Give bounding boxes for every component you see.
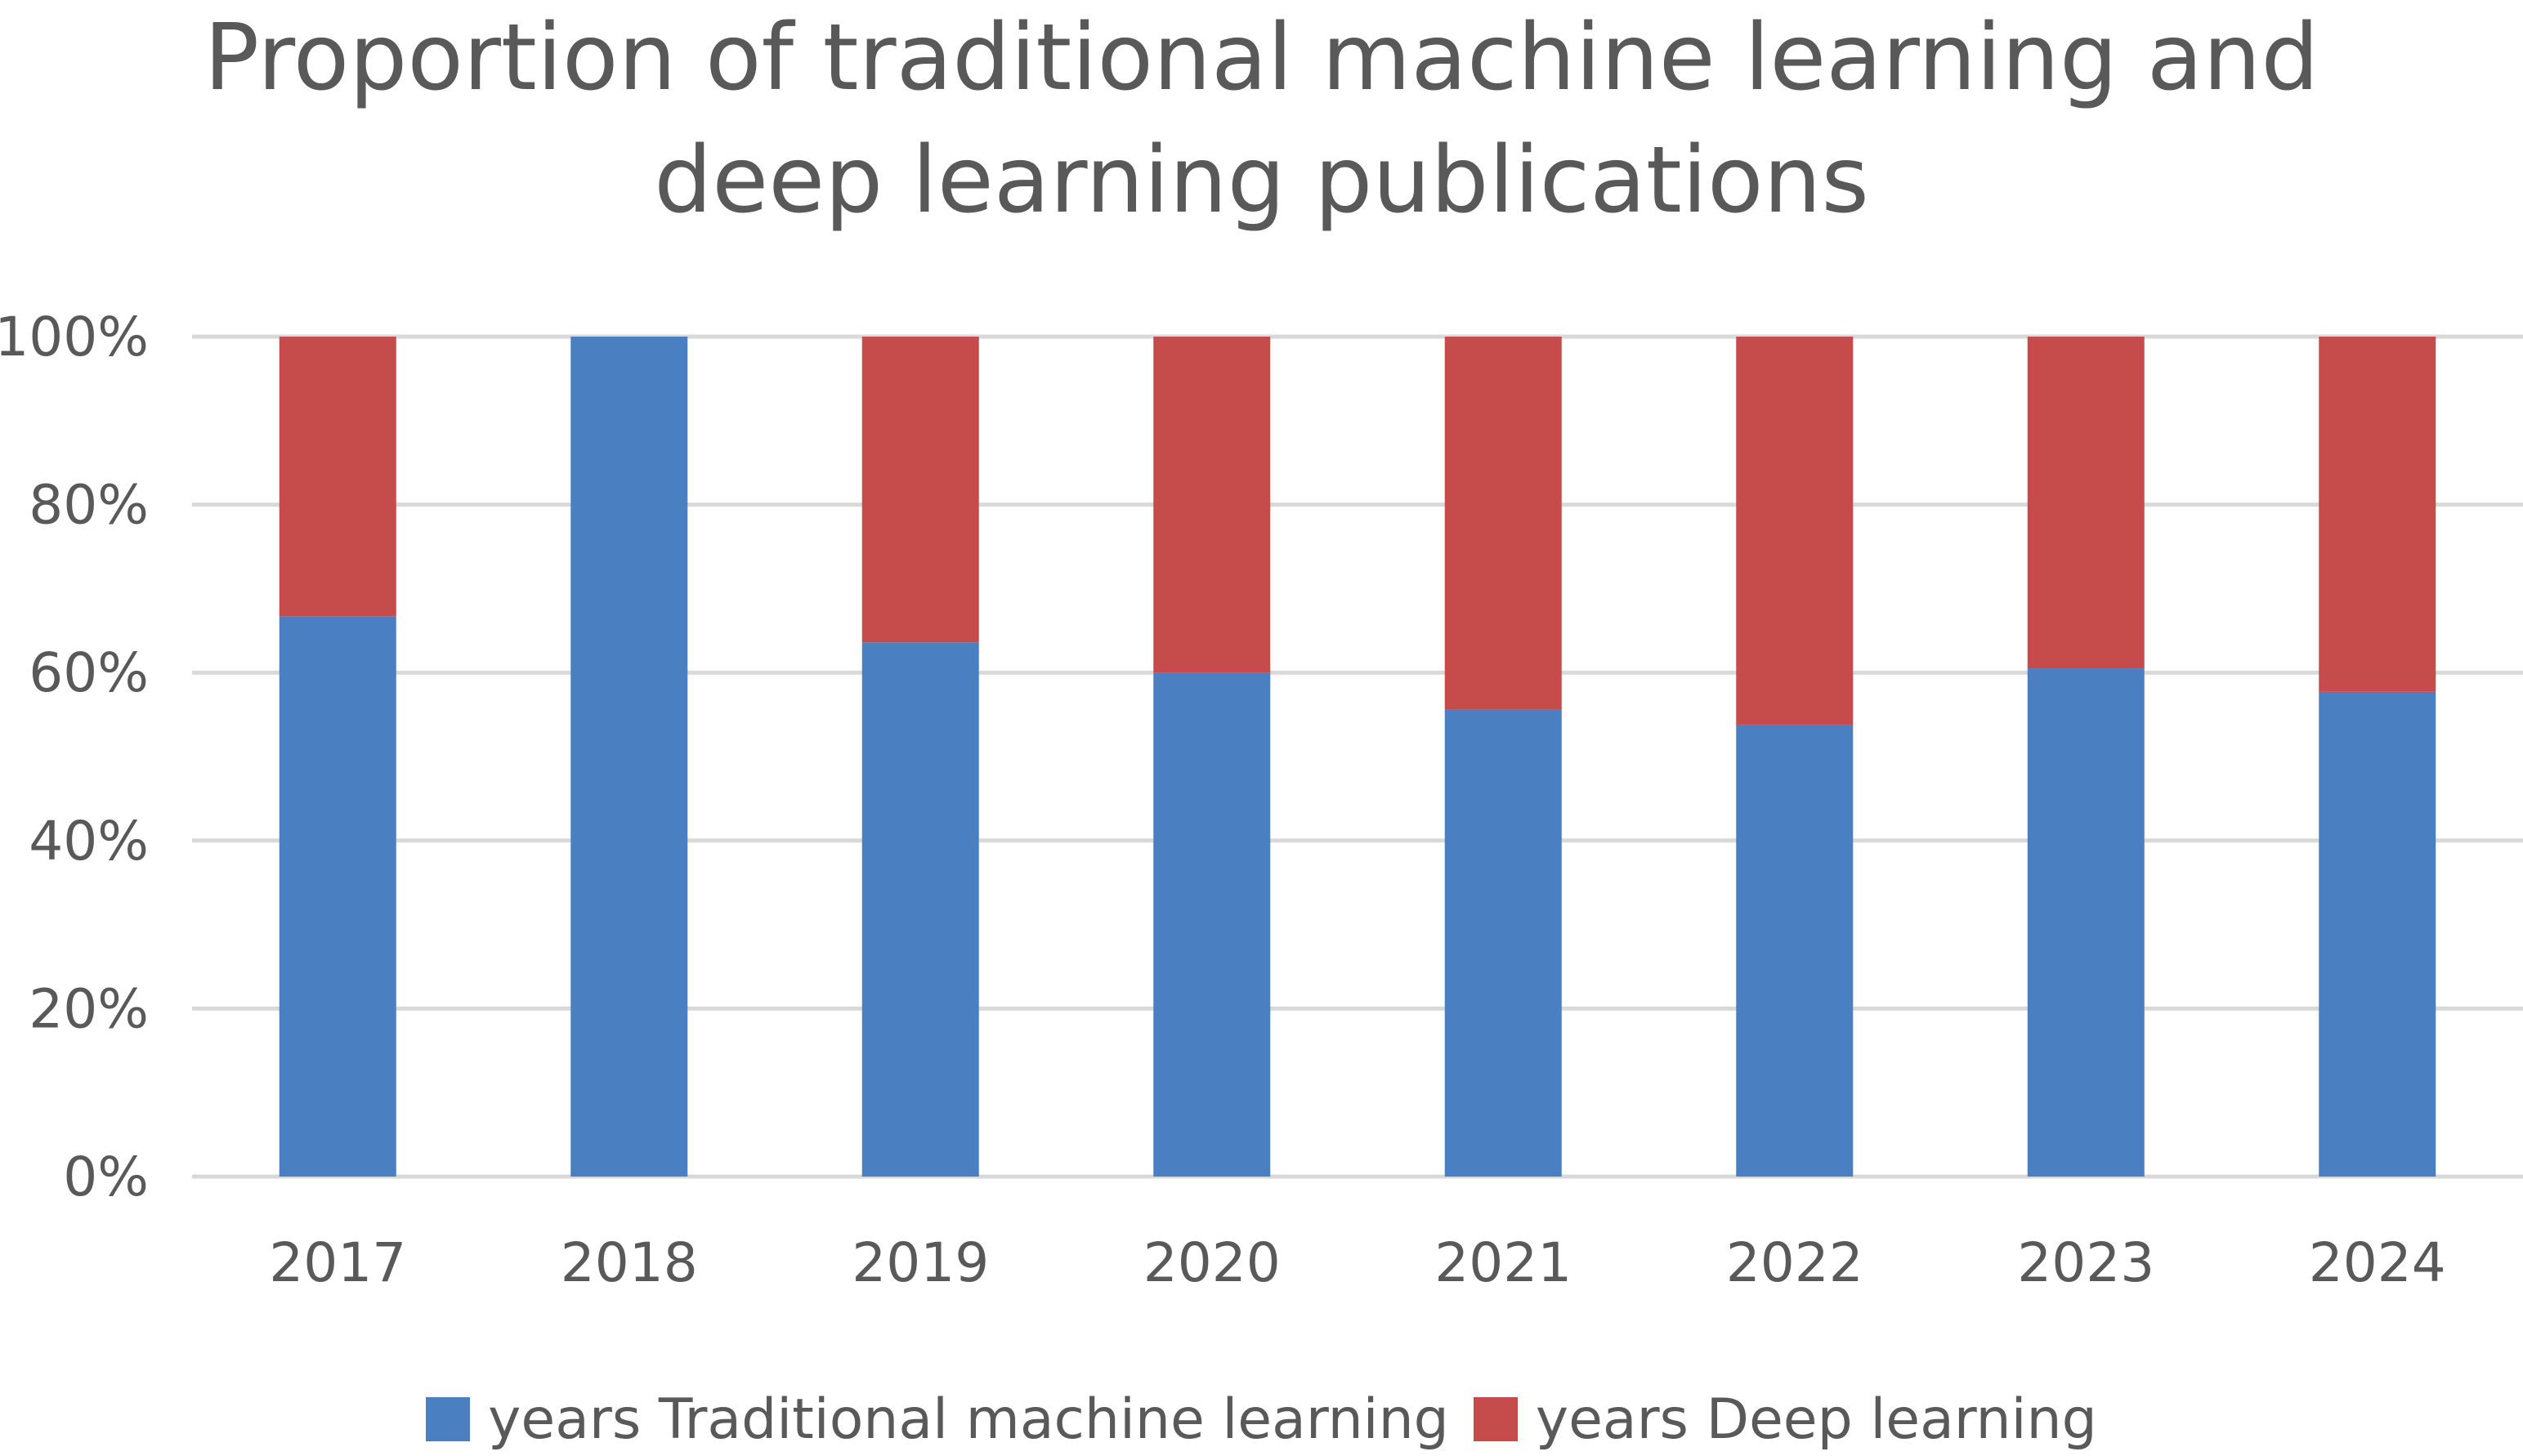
chart-title-line-2: deep learning publications xyxy=(654,127,1869,234)
x-tick-label: 2024 xyxy=(2309,1231,2446,1294)
chart-title-line-1: Proportion of traditional machine learni… xyxy=(204,5,2319,111)
x-tick-label: 2020 xyxy=(1143,1231,1281,1294)
bar-traditional-ml xyxy=(570,337,688,1177)
y-tick-label: 20% xyxy=(29,977,149,1040)
x-axis: 2017 2018 2019 2020 2021 2022 2023 2024 xyxy=(269,1231,2445,1294)
y-axis: 0% 20% 40% 60% 80% 100% xyxy=(0,306,149,1208)
x-tick-label: 2018 xyxy=(561,1231,698,1294)
legend-label-traditional-ml: years Traditional machine learning xyxy=(488,1387,1449,1452)
bar-traditional-ml xyxy=(1153,672,1271,1177)
y-tick-label: 40% xyxy=(29,810,149,873)
legend-swatch-traditional-ml xyxy=(426,1397,471,1441)
bar-traditional-ml xyxy=(2027,668,2145,1177)
bar-deep-learning xyxy=(1444,337,1562,710)
bar-traditional-ml xyxy=(1444,709,1562,1177)
bar-deep-learning xyxy=(2319,337,2436,692)
y-tick-label: 100% xyxy=(0,306,149,368)
legend-item-traditional-ml: years Traditional machine learning xyxy=(426,1387,1449,1452)
x-tick-label: 2017 xyxy=(269,1231,406,1294)
legend-swatch-deep-learning xyxy=(1473,1397,1518,1441)
x-tick-label: 2022 xyxy=(1726,1231,1863,1294)
x-tick-label: 2019 xyxy=(852,1231,989,1294)
y-tick-label: 60% xyxy=(29,641,149,704)
legend-item-deep-learning: years Deep learning xyxy=(1473,1387,2097,1452)
bar-deep-learning xyxy=(861,337,979,643)
bar-deep-learning xyxy=(1736,337,1854,725)
bar-deep-learning xyxy=(2027,337,2145,669)
bar-traditional-ml xyxy=(2319,691,2436,1177)
bar-traditional-ml xyxy=(279,616,396,1177)
legend: years Traditional machine learning years… xyxy=(0,1382,2523,1456)
x-tick-label: 2021 xyxy=(1434,1231,1572,1294)
y-tick-label: 80% xyxy=(29,474,149,537)
x-tick-label: 2023 xyxy=(2017,1231,2154,1294)
y-tick-label: 0% xyxy=(63,1146,149,1208)
bar-traditional-ml xyxy=(1736,724,1854,1177)
chart-title: Proportion of traditional machine learni… xyxy=(0,0,2523,242)
bars xyxy=(279,337,2436,1177)
legend-label-deep-learning: years Deep learning xyxy=(1535,1387,2097,1452)
bar-deep-learning xyxy=(1153,337,1271,673)
bar-deep-learning xyxy=(279,337,396,617)
gridlines xyxy=(192,334,2523,1179)
bar-traditional-ml xyxy=(861,642,979,1177)
